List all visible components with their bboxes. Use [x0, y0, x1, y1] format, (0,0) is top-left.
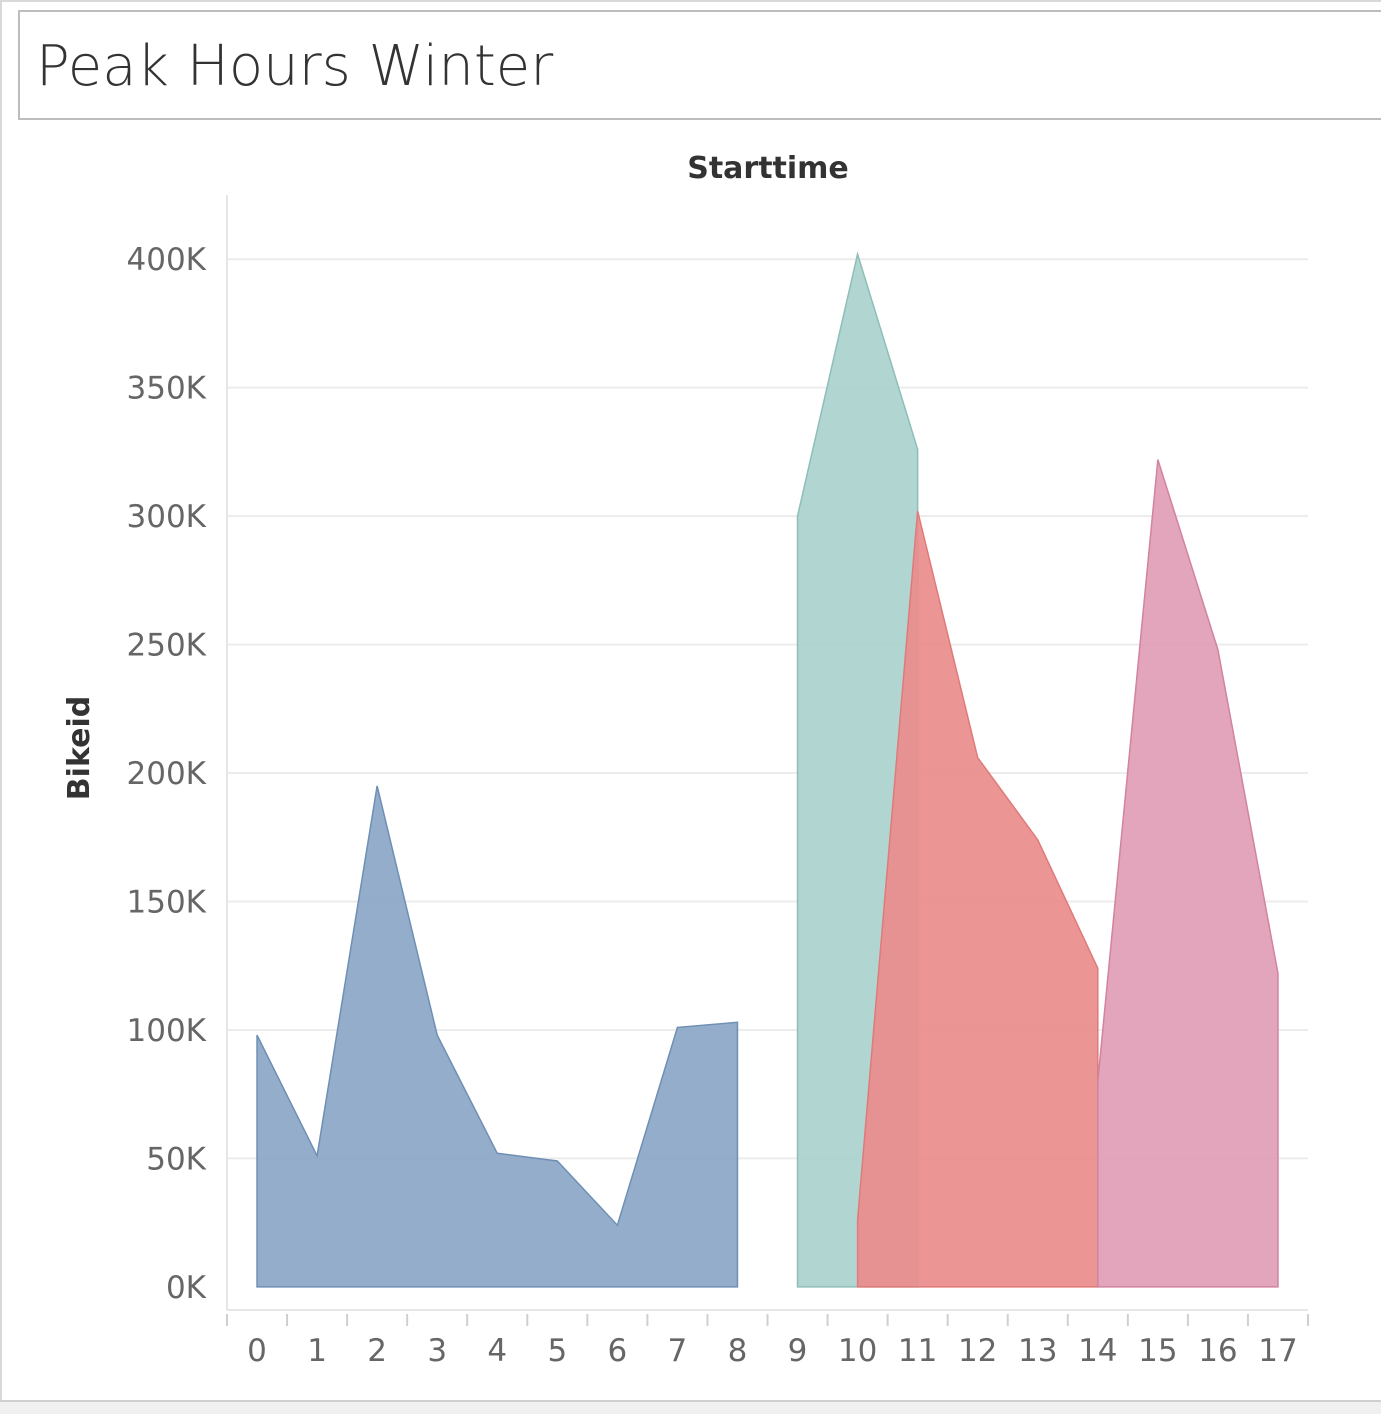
x-tick-label: 9 [788, 1333, 808, 1369]
y-tick-label: 200K [127, 756, 207, 792]
y-tick-label: 300K [127, 499, 207, 535]
title-box: Peak Hours Winter [18, 10, 1381, 120]
x-tick-label: 3 [427, 1333, 447, 1369]
x-tick-label: 0 [247, 1333, 267, 1369]
x-tick-label: 16 [1198, 1333, 1237, 1369]
area-series-3[interactable] [1097, 459, 1279, 1288]
bottom-scroll-strip [0, 1400, 1381, 1414]
y-tick-label: 350K [127, 371, 207, 407]
x-tick-label: 17 [1258, 1333, 1297, 1369]
y-tick-label: 250K [127, 628, 207, 664]
y-tick-label: 400K [127, 242, 207, 278]
y-axis-title: Bikeid [62, 696, 97, 800]
chart-title: Peak Hours Winter [36, 34, 554, 99]
x-tick-label: 5 [547, 1333, 567, 1369]
x-tick-label: 13 [1018, 1333, 1057, 1369]
y-tick-label: 50K [146, 1141, 206, 1177]
x-tick-label: 14 [1078, 1333, 1117, 1369]
x-tick-label: 7 [668, 1333, 688, 1369]
x-tick-label: 8 [728, 1333, 748, 1369]
x-tick-label: 1 [307, 1333, 327, 1369]
y-tick-label: 100K [127, 1013, 207, 1049]
y-tick-label: 150K [127, 885, 207, 921]
area-series-0[interactable] [256, 785, 739, 1288]
x-tick-label: 15 [1138, 1333, 1177, 1369]
x-tick-label: 11 [898, 1333, 937, 1369]
y-tick-label: 0K [166, 1270, 207, 1306]
area-layer [256, 251, 1279, 1288]
x-axis-title: Starttime [687, 151, 849, 186]
x-tick-label: 12 [958, 1333, 997, 1369]
x-tick-label: 2 [367, 1333, 387, 1369]
x-tick-label: 6 [607, 1333, 627, 1369]
x-tick-label: 4 [487, 1333, 507, 1369]
x-tick-label: 10 [838, 1333, 877, 1369]
